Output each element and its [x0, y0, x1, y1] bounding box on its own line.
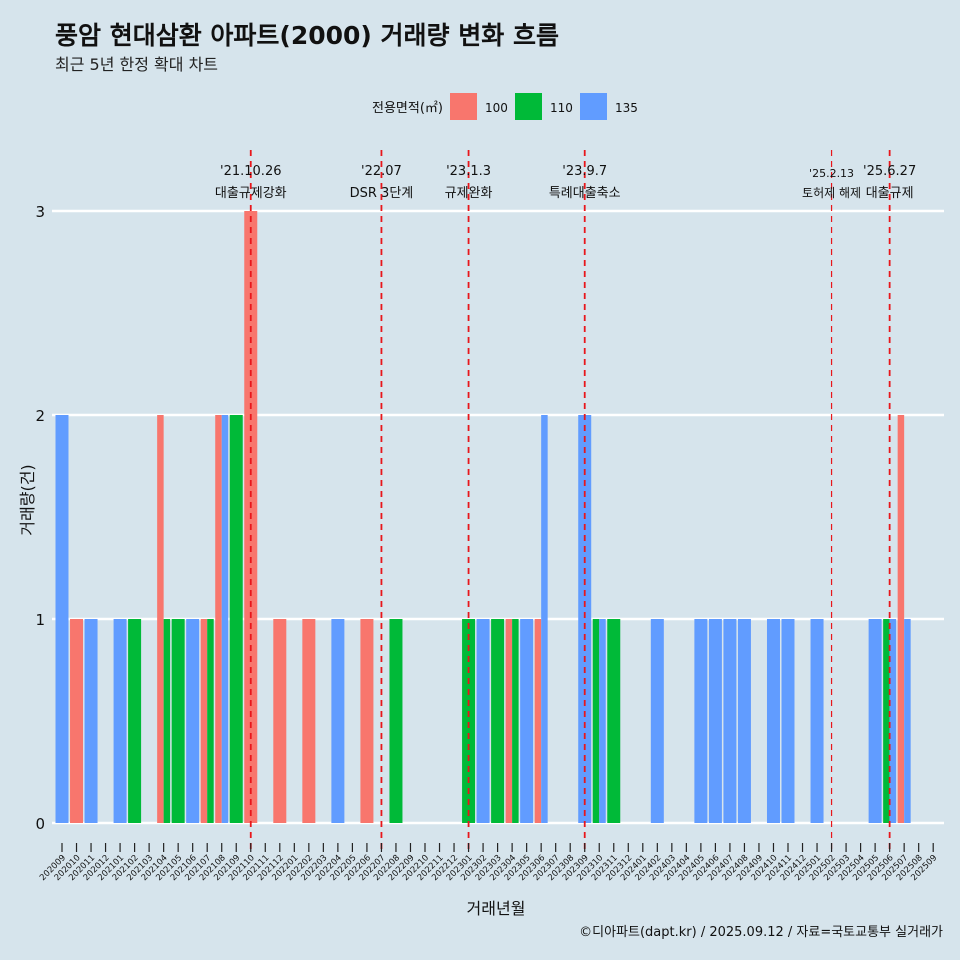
- event-date: '23.9.7: [562, 164, 607, 179]
- bar-202204-135: [331, 619, 345, 823]
- event-202309: '23.9.7 특례대출축소: [549, 150, 621, 852]
- bar-202411-135: [781, 619, 795, 823]
- bar-202108-100: [215, 415, 222, 823]
- bars: [55, 211, 911, 823]
- bar-202408-135: [737, 619, 751, 823]
- event-202502: '25.2.13 토허제 해제: [802, 150, 861, 852]
- event-label: 대출규제강화: [215, 186, 287, 201]
- bar-202406-135: [708, 619, 722, 823]
- y-tick-label: 1: [35, 611, 45, 629]
- legend-item-135: 135: [580, 93, 638, 120]
- caption: ©디아파트(dapt.kr) / 2025.09.12 / 자료=국토교통부 실…: [579, 925, 943, 940]
- legend-key-110: [515, 93, 542, 120]
- bar-202107-110: [207, 619, 214, 823]
- bar-202102-110: [128, 619, 142, 823]
- legend-key-135: [580, 93, 607, 120]
- bar-202009-135: [55, 415, 69, 823]
- bar-202410-135: [766, 619, 780, 823]
- bar-202104-110: [163, 619, 171, 823]
- legend-item-110: 110: [515, 93, 573, 120]
- y-tick-label: 3: [35, 203, 45, 221]
- bar-202302-135: [476, 619, 490, 823]
- event-202110: '21.10.26 대출규제강화: [215, 150, 287, 852]
- bar-202010-100: [70, 619, 84, 823]
- bar-202306-135: [541, 415, 548, 823]
- chart-title: 풍암 현대삼환 아파트(2000) 거래량 변화 흐름: [55, 21, 559, 50]
- bar-202309-135: [578, 415, 592, 823]
- bar-202108-135: [221, 415, 229, 823]
- y-tick-label: 0: [35, 815, 45, 833]
- bar-202107-100: [200, 619, 208, 823]
- bar-202310-110: [592, 619, 600, 823]
- event-label: 대출규제: [866, 186, 914, 201]
- legend-label-100: 100: [485, 101, 508, 115]
- bar-202506-110: [883, 619, 890, 823]
- bar-202505-135: [868, 619, 882, 823]
- bar-202206-100: [360, 619, 374, 823]
- y-tick-label: 2: [35, 407, 45, 425]
- bar-202104-100: [157, 415, 164, 823]
- bar-202106-135: [186, 619, 200, 823]
- bar-202105-110: [171, 619, 185, 823]
- bar-202507-135: [904, 619, 911, 823]
- bar-202109-110: [229, 415, 243, 823]
- x-axis: 2020092020102020112020122021012021022021…: [38, 843, 939, 883]
- bar-202304-100: [505, 619, 513, 823]
- bar-202306-100: [534, 619, 542, 823]
- bar-202501-135: [810, 619, 824, 823]
- event-date: '21.10.26: [220, 164, 281, 179]
- event-date: '22.07: [361, 164, 402, 179]
- bar-202208-110: [389, 619, 403, 823]
- chart-subtitle: 최근 5년 한정 확대 차트: [55, 55, 218, 74]
- event-label: 특례대출축소: [549, 186, 621, 201]
- event-date: '25.2.13: [809, 167, 854, 180]
- bar-202303-110: [491, 619, 505, 823]
- bar-202112-100: [273, 619, 287, 823]
- y-axis-label: 거래량(건): [18, 464, 37, 535]
- legend-title: 전용면적(㎡): [372, 101, 443, 116]
- bar-202305-135: [520, 619, 534, 823]
- legend-key-100: [450, 93, 477, 120]
- legend-label-110: 110: [550, 101, 573, 115]
- legend-label-135: 135: [615, 101, 638, 115]
- bar-202304-110: [512, 619, 519, 823]
- bar-202301-110: [462, 619, 476, 823]
- bar-202011-135: [84, 619, 98, 823]
- bar-202405-135: [694, 619, 708, 823]
- event-202506: '25.6.27 대출규제: [863, 150, 916, 852]
- bar-202402-135: [650, 619, 664, 823]
- event-date: '25.6.27: [863, 164, 916, 179]
- bar-202311-110: [607, 619, 621, 823]
- bar-202202-100: [302, 619, 316, 823]
- legend: 전용면적(㎡) 100 110 135: [372, 93, 638, 120]
- event-date: '23.1.3: [446, 164, 491, 179]
- x-axis-label: 거래년월: [467, 899, 526, 918]
- bar-202407-135: [723, 619, 737, 823]
- y-axis: 0 1 2 3: [35, 203, 45, 833]
- event-202301: '23.1.3 규제완화: [445, 150, 493, 852]
- bar-202101-135: [113, 619, 127, 823]
- bar-202506-135: [889, 619, 897, 823]
- event-label: 규제완화: [445, 186, 493, 201]
- legend-item-100: 100: [450, 93, 508, 120]
- event-label: 토허제 해제: [802, 186, 861, 200]
- event-202207: '22.07 DSR 3단계: [350, 150, 414, 852]
- bar-202507-100: [897, 415, 905, 823]
- event-label: DSR 3단계: [350, 186, 414, 201]
- bar-202310-135: [599, 619, 606, 823]
